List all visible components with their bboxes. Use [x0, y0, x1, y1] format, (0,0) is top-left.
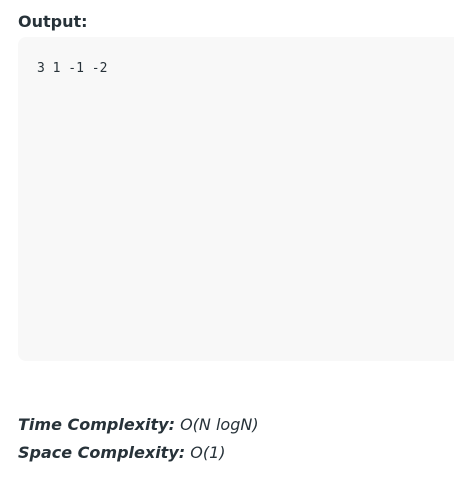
output-code-text: 3 1 -1 -2 [37, 61, 108, 76]
space-complexity-label: Space Complexity: [18, 443, 186, 462]
space-complexity: Space Complexity: O(1) [18, 443, 226, 463]
time-complexity: Time Complexity: O(N logN) [18, 415, 259, 435]
output-heading: Output: [18, 12, 88, 31]
output-code-block: 3 1 -1 -2 [18, 37, 454, 361]
time-complexity-value: O(N logN) [180, 415, 259, 434]
time-complexity-label: Time Complexity: [18, 415, 175, 434]
space-complexity-value: O(1) [190, 443, 226, 462]
